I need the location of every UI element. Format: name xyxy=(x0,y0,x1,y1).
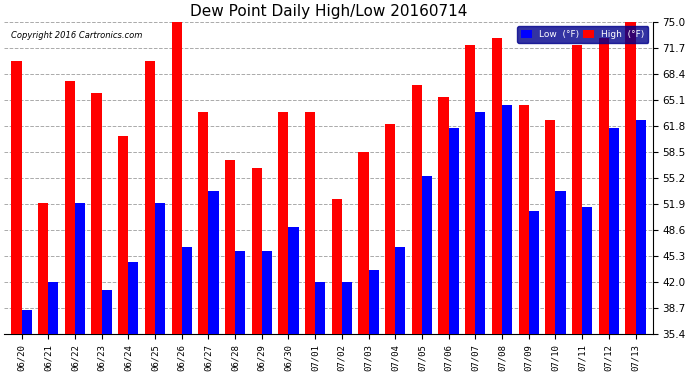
Bar xyxy=(65,81,75,334)
Bar xyxy=(635,120,646,334)
Bar xyxy=(332,199,342,334)
Bar xyxy=(11,61,21,334)
Bar xyxy=(555,191,566,334)
Bar xyxy=(519,105,529,334)
Bar xyxy=(92,93,101,334)
Bar xyxy=(145,61,155,334)
Bar xyxy=(358,152,368,334)
Bar xyxy=(208,191,219,334)
Legend: Low  (°F), High  (°F): Low (°F), High (°F) xyxy=(517,26,649,43)
Text: Copyright 2016 Cartronics.com: Copyright 2016 Cartronics.com xyxy=(10,31,142,40)
Bar xyxy=(448,128,459,334)
Bar xyxy=(278,112,288,334)
Bar xyxy=(475,112,486,334)
Bar xyxy=(288,227,299,334)
Bar xyxy=(412,85,422,334)
Bar xyxy=(545,120,555,334)
Bar xyxy=(395,247,406,334)
Bar xyxy=(225,160,235,334)
Bar xyxy=(21,310,32,334)
Bar xyxy=(101,290,112,334)
Bar xyxy=(465,45,475,334)
Bar xyxy=(342,282,352,334)
Bar xyxy=(572,45,582,334)
Bar xyxy=(439,97,449,334)
Bar xyxy=(118,136,128,334)
Bar xyxy=(38,203,48,334)
Bar xyxy=(315,282,325,334)
Title: Dew Point Daily High/Low 20160714: Dew Point Daily High/Low 20160714 xyxy=(190,4,467,19)
Bar xyxy=(198,112,208,334)
Bar xyxy=(368,270,379,334)
Bar xyxy=(155,203,165,334)
Bar xyxy=(582,207,592,334)
Bar xyxy=(422,176,432,334)
Bar xyxy=(625,22,635,334)
Bar xyxy=(385,124,395,334)
Bar xyxy=(128,262,139,334)
Bar xyxy=(252,168,262,334)
Bar xyxy=(609,128,619,334)
Bar xyxy=(181,247,192,334)
Bar xyxy=(48,282,59,334)
Bar xyxy=(75,203,85,334)
Bar xyxy=(492,38,502,334)
Bar xyxy=(172,14,181,334)
Bar xyxy=(599,38,609,334)
Bar xyxy=(502,105,512,334)
Bar xyxy=(529,211,539,334)
Bar xyxy=(235,251,245,334)
Bar xyxy=(262,251,272,334)
Bar xyxy=(305,112,315,334)
